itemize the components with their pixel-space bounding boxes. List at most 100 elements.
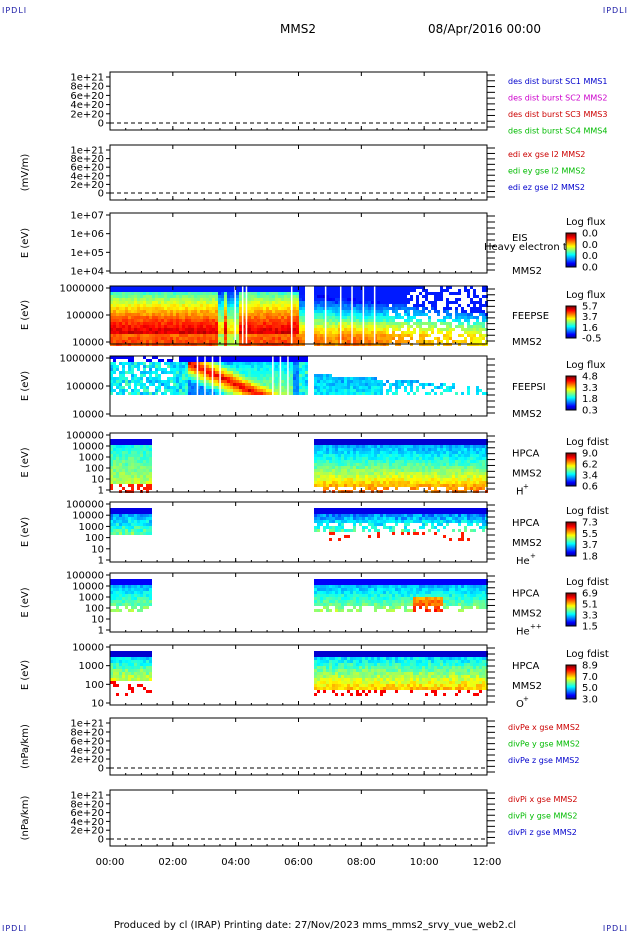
species-charge: +: [523, 695, 529, 703]
legend-entry: divPi z gse MMS2: [508, 828, 577, 837]
ytick-label: 4e+20: [70, 100, 104, 111]
colorbar-tick: -0.5: [582, 334, 602, 345]
species-charge: ++: [530, 623, 542, 631]
ytick-label: 10000: [72, 338, 104, 349]
colorbar-tick: 3.7: [582, 540, 598, 551]
ytick-label: 10000: [72, 643, 104, 654]
ytick-label: 100000: [66, 382, 104, 393]
legend-entry: des dist burst SC3 MMS3: [508, 110, 607, 119]
legend-entry: divPi y gse MMS2: [508, 812, 577, 821]
ytick-label: 1000: [79, 453, 104, 464]
spectrogram-7: [110, 508, 488, 541]
ytick-label: 1e+07: [70, 211, 104, 222]
ytick-label: 1e+21: [70, 73, 104, 84]
spacecraft-label: MMS2: [512, 681, 542, 692]
colorbar-title: Log flux: [566, 290, 606, 301]
ytick-label: 8e+20: [70, 154, 104, 165]
legend-entry: divPe z gse MMS2: [508, 756, 579, 765]
panel-9: 10000 1000 100 10 E (eV) HPCA MMS2 O + Log fdist8…: [20, 643, 609, 711]
instrument-label: HPCA: [512, 661, 540, 672]
spectrogram-5: [110, 356, 488, 416]
colorbar: [566, 453, 576, 487]
colorbar-tick: 3.3: [582, 383, 598, 394]
colorbar-tick: 7.3: [582, 518, 598, 529]
ytick-label: 8e+20: [70, 799, 104, 810]
y-axis-label: E (eV): [20, 228, 31, 258]
ytick-label: 2e+20: [70, 180, 104, 191]
spectrogram-8: [110, 579, 488, 612]
ytick-label: 0: [98, 764, 104, 775]
time-tick-label: 04:00: [221, 857, 250, 868]
page-footer: Produced by cl (IRAP) Printing date: 27/…: [113, 920, 517, 931]
instrument-label: EIS: [512, 233, 528, 244]
ytick-label: 100: [85, 680, 104, 691]
colorbar: [566, 593, 576, 627]
legend-entry: des dist burst SC4 MMS4: [508, 127, 607, 136]
ytick-label: 100: [85, 604, 104, 615]
spacecraft-label: MMS2: [512, 469, 542, 480]
colorbar-tick: 0.0: [582, 263, 598, 274]
colorbar-tick: 0.3: [582, 406, 598, 417]
colorbar: [566, 522, 576, 557]
ytick-label: 6e+20: [70, 737, 104, 748]
time-tick-label: 10:00: [410, 857, 439, 868]
ytick-label: 1e+06: [70, 229, 104, 240]
panel-frame-3: [109, 212, 488, 274]
ytick-label: 10: [91, 615, 104, 626]
time-tick-label: 08:00: [347, 857, 376, 868]
ytick-label: 1000: [79, 661, 104, 672]
y-axis-label: E (eV): [20, 371, 31, 401]
ytick-label: 100000: [66, 311, 104, 322]
time-tick-label: 02:00: [158, 857, 187, 868]
ytick-label: 1e+21: [70, 719, 104, 730]
colorbar-tick: 5.1: [582, 600, 598, 611]
ytick-label: 10000: [72, 442, 104, 453]
spectrogram-9: [110, 651, 488, 696]
legend-entry: edi ex gse l2 MMS2: [508, 150, 585, 159]
ytick-label: 4e+20: [70, 746, 104, 757]
corner-label-br: IPDLI: [602, 924, 628, 933]
y-axis-label: (nPa/km): [20, 724, 31, 769]
ytick-label: 6e+20: [70, 91, 104, 102]
ytick-label: 100000: [66, 431, 104, 442]
instrument-label: FEEPSI: [512, 382, 546, 393]
colorbar-tick: 3.3: [582, 611, 598, 622]
corner-label-bl: IPDLI: [2, 924, 28, 933]
colorbar-tick: 4.8: [582, 372, 598, 383]
colorbar-tick: 5.0: [582, 683, 598, 694]
colorbar-tick: 0.0: [582, 251, 598, 262]
colorbar-title: Log flux: [566, 360, 606, 371]
legend-entry: des dist burst SC1 MMS1: [508, 77, 607, 86]
instrument-label: HPCA: [512, 449, 540, 460]
y-axis-label: E (eV): [20, 447, 31, 477]
time-tick-label: 00:00: [96, 857, 125, 868]
legend-entry: edi ey gse l2 MMS2: [508, 167, 586, 176]
panel-5: 1000000 100000 10000 E (eV) FEEPSI MMS2 Log fl…: [20, 354, 606, 421]
colorbar: [566, 665, 576, 700]
corner-label-tr: IPDLI: [602, 6, 628, 15]
panel-frame-10: [109, 717, 488, 776]
ytick-label: 100: [85, 533, 104, 544]
ytick-label: 6e+20: [70, 808, 104, 819]
ytick-label: 0: [98, 189, 104, 200]
instrument-label: HPCA: [512, 518, 540, 529]
overlay-label: Heavy electron to: [484, 242, 573, 253]
colorbar-tick: 1.8: [582, 552, 598, 563]
y-axis-label: E (eV): [20, 587, 31, 617]
panel-frame-1: [109, 71, 488, 131]
ytick-label: 4e+20: [70, 171, 104, 182]
colorbar: [566, 376, 576, 411]
colorbar-title: Log fdist: [566, 649, 609, 660]
colorbar: [566, 306, 576, 339]
colorbar-title: Log fdist: [566, 437, 609, 448]
y-axis-label: (nPa/km): [20, 796, 31, 841]
ytick-label: 10000: [72, 582, 104, 593]
panel-frame-11: [109, 789, 488, 847]
ytick-label: 0: [98, 119, 104, 130]
ytick-label: 10: [91, 475, 104, 486]
colorbar-title: Log fdist: [566, 577, 609, 588]
ytick-label: 2e+20: [70, 755, 104, 766]
legend-entry: edi ez gse l2 MMS2: [508, 183, 585, 192]
y-axis-label: (mV/m): [20, 154, 31, 192]
